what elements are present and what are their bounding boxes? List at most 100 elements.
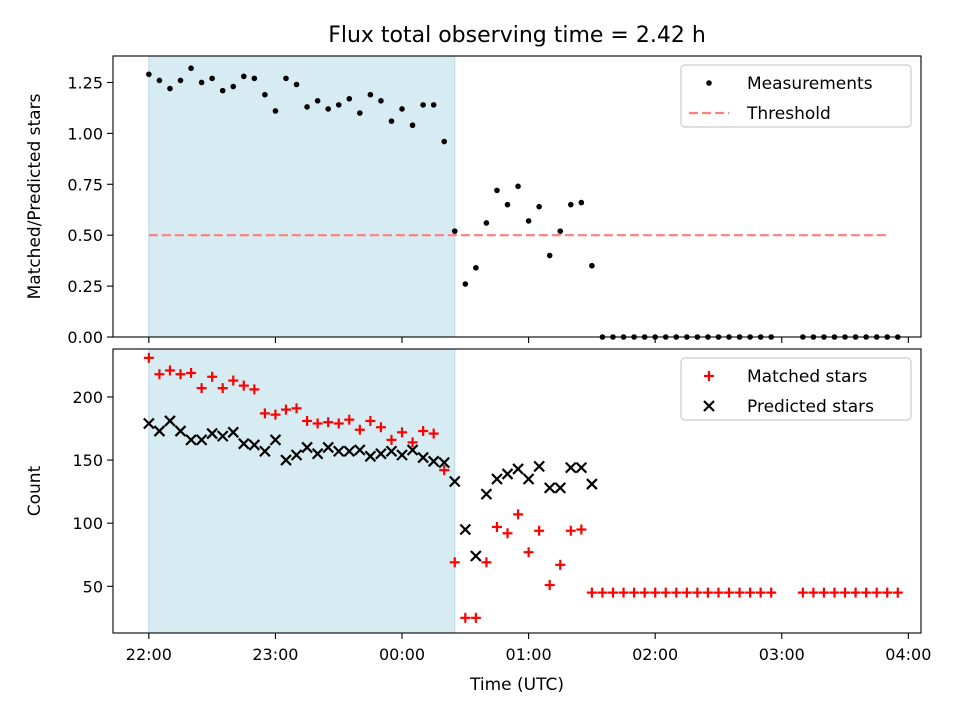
measurement-point — [293, 81, 300, 88]
matched-star-point — [481, 557, 492, 568]
matched-star-point — [544, 580, 555, 591]
matched-star-point — [629, 587, 640, 598]
matched-star-point — [882, 587, 893, 598]
matched-star-point — [724, 587, 735, 598]
matched-star-point — [702, 587, 713, 598]
measurement-point — [325, 106, 331, 112]
measurement-point — [209, 75, 215, 82]
legend-box — [680, 64, 912, 128]
matched-star-point — [586, 587, 597, 598]
predicted-star-point — [533, 460, 545, 473]
measurement-point — [262, 91, 268, 98]
matched-star-point — [418, 426, 429, 437]
matched-star-point — [892, 587, 903, 598]
y-tick-label: 150 — [72, 451, 103, 470]
matched-star-point — [713, 587, 724, 598]
matched-star-point — [850, 587, 861, 598]
measurement-point — [420, 102, 426, 108]
axes-frame — [112, 348, 922, 634]
matched-star-point — [154, 369, 165, 380]
predicted-star-point — [459, 523, 472, 536]
matched-star-point — [597, 587, 608, 598]
measurement-point — [177, 77, 184, 84]
matched-star-point — [871, 587, 882, 598]
legend-label: Predicted stars — [747, 397, 874, 417]
y-tick-label: 0.50 — [67, 226, 103, 245]
measurement-point — [451, 228, 458, 234]
matched-star-point — [312, 418, 323, 429]
matched-star-point — [164, 365, 175, 376]
matched-star-point — [333, 418, 344, 429]
series-measurements — [146, 65, 901, 340]
measurement-point — [462, 281, 469, 287]
x-tick-label: 02:00 — [632, 645, 678, 664]
matched-star-point — [397, 427, 408, 438]
y-axis-label: Count — [25, 465, 45, 516]
y-tick-label: 50 — [83, 577, 103, 596]
matched-star-point — [175, 369, 186, 380]
predicted-star-point — [375, 447, 387, 460]
measurement-point — [314, 97, 321, 104]
matched-star-point — [407, 437, 418, 448]
matched-star-point — [238, 380, 249, 391]
predicted-star-point — [364, 450, 377, 463]
x-tick-label: 04:00 — [885, 645, 931, 664]
matched-star-point — [259, 408, 270, 419]
predicted-star-point — [227, 426, 240, 439]
y-tick-label: 0.75 — [67, 175, 103, 194]
matched-star-point — [249, 384, 260, 395]
matched-star-point — [692, 587, 703, 598]
predicted-star-point — [470, 550, 482, 562]
predicted-star-point — [290, 449, 303, 461]
measurement-point — [146, 71, 152, 78]
predicted-star-point — [565, 461, 577, 474]
measurement-point — [557, 228, 564, 234]
matched-star-point — [745, 587, 756, 598]
matched-star-point — [217, 383, 228, 394]
predicted-star-point — [153, 425, 166, 437]
measurement-point — [388, 118, 395, 124]
legend-box — [680, 357, 912, 421]
matched-star-point — [555, 559, 566, 570]
matched-star-point — [207, 371, 218, 382]
matched-star-point — [660, 587, 671, 598]
measurement-point — [283, 75, 289, 82]
y-tick-label: 1.00 — [67, 124, 103, 143]
x-tick-label: 23:00 — [252, 645, 298, 664]
measurement-point — [240, 73, 247, 80]
matched-star-point — [375, 422, 386, 433]
matched-star-point — [428, 428, 439, 439]
matched-star-point — [618, 587, 629, 598]
measurement-point — [483, 220, 490, 226]
matched-star-point — [671, 587, 682, 598]
measurement-point — [441, 138, 448, 145]
matched-star-point — [565, 525, 576, 536]
top-panel-ratio: 0.00 0.25 0.50 0.75 1.00 1.25 Matched/Predicte… — [25, 55, 922, 347]
predicted-star-point — [216, 430, 229, 442]
axes-frame — [112, 55, 922, 338]
measurement-point — [515, 183, 521, 190]
measurement-point — [188, 65, 194, 72]
measurement-point — [578, 199, 585, 206]
predicted-star-point — [406, 444, 419, 456]
predicted-star-point — [322, 441, 334, 454]
matched-star-point — [766, 587, 777, 598]
measurement-point — [272, 108, 279, 114]
matched-star-point — [797, 587, 808, 598]
y-tick-label: 200 — [72, 388, 103, 407]
matched-star-point — [650, 587, 661, 598]
matched-star-point — [861, 587, 872, 598]
predicted-star-point — [280, 454, 292, 466]
measurement-point — [251, 75, 258, 82]
matched-star-point — [523, 547, 534, 558]
predicted-star-point — [417, 451, 429, 464]
matched-star-point — [186, 367, 197, 378]
predicted-star-point — [586, 478, 598, 490]
matched-star-point — [534, 525, 545, 536]
matched-star-point — [576, 524, 587, 535]
predicted-star-point — [501, 468, 514, 480]
measurement-point — [167, 85, 173, 92]
matched-star-point — [460, 612, 471, 623]
matched-star-point — [829, 587, 840, 598]
measurement-point — [346, 95, 353, 102]
